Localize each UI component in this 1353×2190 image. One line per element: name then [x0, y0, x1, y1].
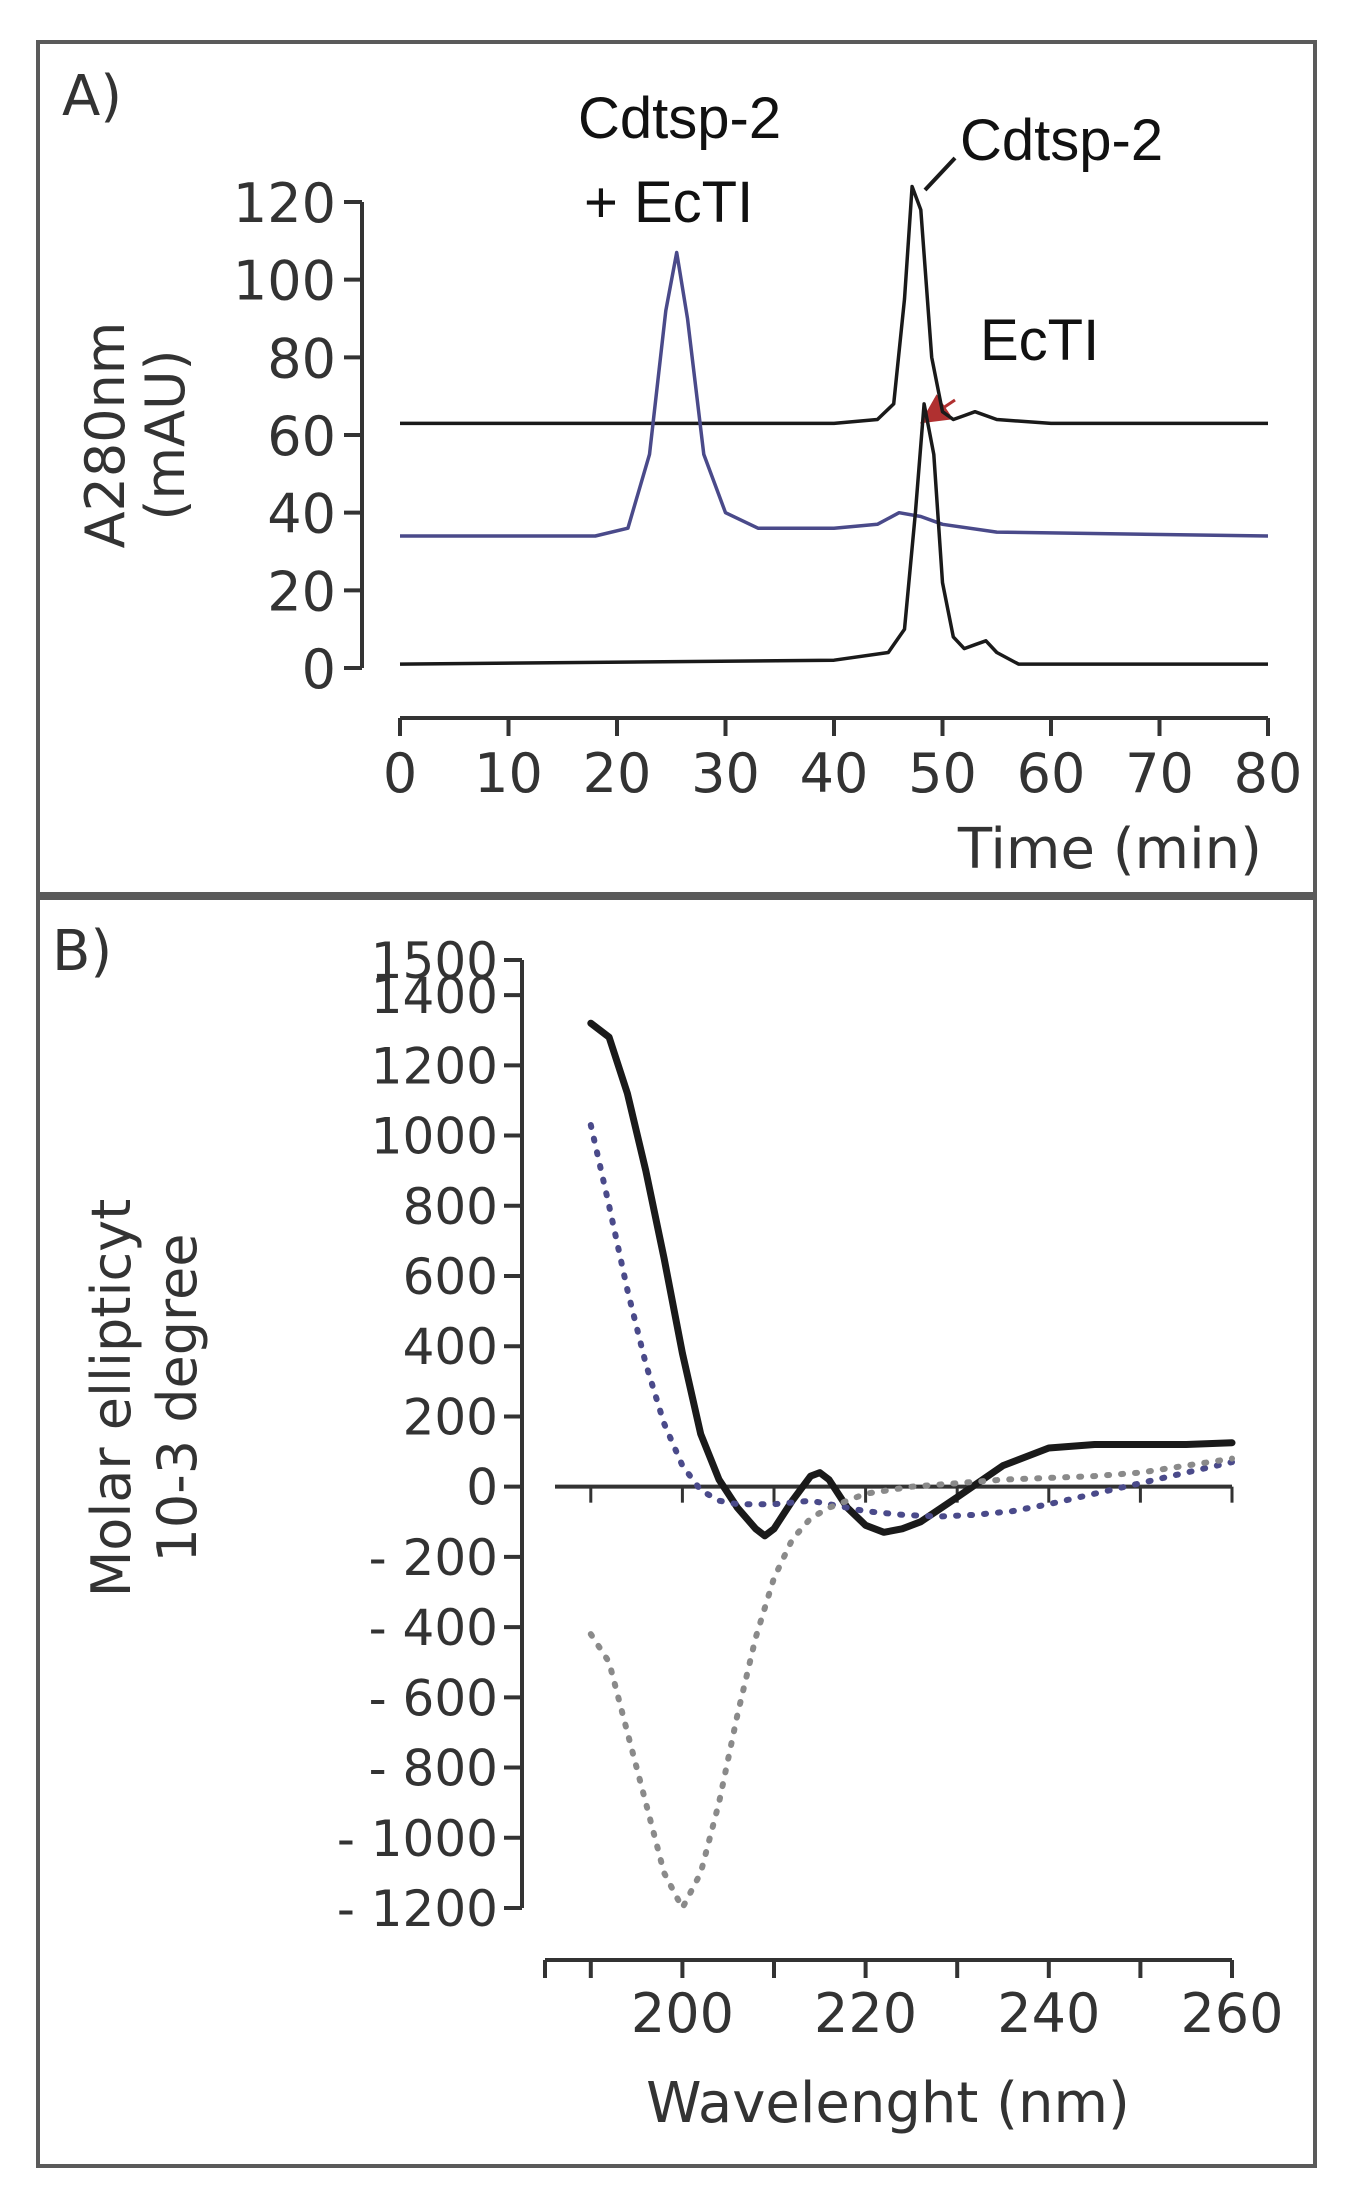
chart-a-x-tick-label: 50: [908, 742, 977, 805]
chart-a-x-tick-label: 40: [800, 742, 869, 805]
chart-b-y-tick-label: - 1200: [337, 1880, 498, 1938]
annotation-cdtsp-ecti-line2: + EcTI: [584, 170, 753, 235]
chart-b-x-tick-label: 220: [814, 1982, 917, 2045]
chart-b-y-tick-label: 0: [466, 1459, 498, 1517]
panel-b-label: B): [52, 919, 112, 984]
chart-b-y-tick-label: 1200: [371, 1037, 498, 1095]
annotation-cdtsp-pointer: [923, 156, 957, 192]
chart-b-y-tick-label: 1500: [371, 932, 498, 990]
chart-b: - 1200 - 1000 - 800 - 600 - 400 - 200 0 200 400 6…: [80, 932, 1284, 2136]
panel-divider: [36, 892, 1317, 896]
chart-a-y-label-line2: (mAU): [134, 349, 197, 520]
chart-b-x-tick-label: 200: [631, 1982, 734, 2045]
chart-a-series-line: [399, 402, 1268, 666]
chart-a-x-tick-label: 30: [691, 742, 760, 805]
chart-a-x-tick-label: 60: [1017, 742, 1086, 805]
annotation-ecti: EcTI: [980, 308, 1099, 373]
chart-b-series-line: [587, 1122, 1235, 1520]
chart-b-series-line: [587, 1019, 1236, 1540]
chart-b-x-tick-label: 240: [997, 1982, 1100, 2045]
panel-b: [36, 896, 1317, 2168]
annotation-cdtsp: Cdtsp-2: [960, 108, 1163, 173]
chart-a-x-label: Time (min): [957, 817, 1262, 882]
chart-a-x-tick-label: 20: [583, 742, 652, 805]
chart-a-x-tick-label: 10: [474, 742, 543, 805]
chart-a-x-tick-label: 70: [1125, 742, 1194, 805]
chart-a-x-tick-label: 0: [383, 742, 417, 805]
chart-a-y-label-line1: A280nm: [74, 322, 137, 549]
annotation-ecti-arrow: [920, 394, 956, 424]
chart-b-x-label: Wavelenght (nm): [646, 2071, 1130, 2136]
chart-b-y-label-line2: 10-3 degree: [146, 1234, 209, 1563]
chart-b-x-tick-label: 260: [1180, 1982, 1283, 2045]
chart-a-y-tick-label: 20: [267, 560, 336, 623]
chart-a-y-tick-label: 0: [302, 638, 336, 701]
chart-b-y-tick-label: 800: [403, 1178, 498, 1236]
chart-b-y-tick-label: - 800: [369, 1740, 498, 1798]
chart-a-x-tick-label: 80: [1234, 742, 1303, 805]
chart-b-y-tick-label: 600: [403, 1248, 498, 1306]
chart-b-y-tick-label: - 200: [369, 1529, 498, 1587]
chart-b-y-tick-label: 1000: [371, 1108, 498, 1166]
panel-a-label: A): [62, 64, 122, 129]
annotation-cdtsp-ecti-line1: Cdtsp-2: [578, 86, 781, 151]
chart-b-series-line: [587, 1455, 1235, 1911]
chart-a-y-tick-label: 120: [233, 172, 336, 235]
panel-a: [36, 40, 1317, 900]
chart-a-y-tick-label: 40: [267, 483, 336, 546]
chart-a-y-tick-label: 100: [233, 250, 336, 313]
chart-a-series-line: [400, 184, 1268, 426]
chart-b-y-tick-label: - 400: [369, 1599, 498, 1657]
chart-b-y-tick-label: 400: [403, 1318, 498, 1376]
chart-b-y-label-line1: Molar ellipticyt: [80, 1199, 143, 1598]
chart-b-y-tick-label: - 600: [369, 1669, 498, 1727]
chart-a-y-tick-label: 80: [267, 327, 336, 390]
chart-a: 0 20 40 60 80 100 120 0 10 20 30 40 50 60 70 80 Time (mi…: [74, 172, 1302, 882]
chart-b-y-tick-label: - 1000: [337, 1810, 498, 1868]
chart-b-y-tick-label: 200: [403, 1388, 498, 1446]
chart-a-y-tick-label: 60: [267, 405, 336, 468]
chart-a-series-line: [400, 250, 1269, 538]
chart-b-y-tick-label: 1400: [371, 967, 498, 1025]
